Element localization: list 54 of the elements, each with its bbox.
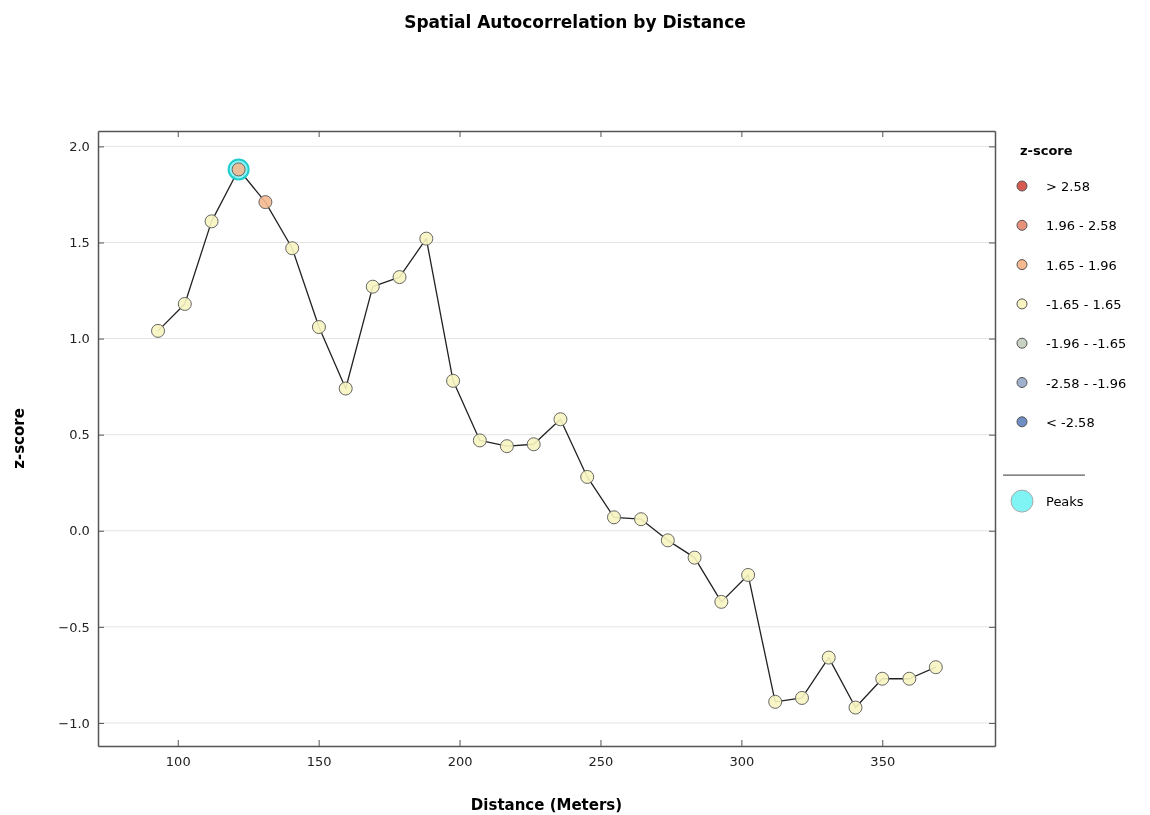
- point: [419, 231, 434, 246]
- y-tick-label: −1.0: [58, 715, 90, 731]
- chart-title: Spatial Autocorrelation by Distance: [404, 12, 746, 32]
- x-tick-label: 100: [165, 753, 191, 769]
- point: [794, 690, 809, 705]
- x-tick-label: 300: [729, 753, 755, 769]
- x-tick-label: 250: [588, 753, 614, 769]
- point: [553, 412, 568, 427]
- point: [177, 296, 192, 311]
- y-axis-title: z-score: [10, 408, 28, 469]
- legend-label: 1.65 - 1.96: [1046, 257, 1117, 273]
- point: [741, 567, 756, 582]
- legend-label: -1.65 - 1.65: [1046, 296, 1122, 312]
- point: [848, 700, 863, 715]
- point: [660, 533, 675, 548]
- x-tick-label: 350: [870, 753, 896, 769]
- point: [875, 671, 890, 686]
- point: [338, 381, 353, 396]
- point: [526, 437, 541, 452]
- point: [687, 550, 702, 565]
- point: [472, 433, 487, 448]
- y-tick-label: 1.0: [69, 331, 90, 347]
- x-tick-label: 150: [306, 753, 332, 769]
- legend-title: z-score: [1020, 143, 1073, 158]
- point: [606, 510, 621, 525]
- point: [311, 320, 326, 335]
- legend-label: < -2.58: [1046, 414, 1095, 430]
- point: [151, 323, 166, 338]
- point: [446, 373, 461, 388]
- point: [634, 512, 649, 527]
- point: [714, 594, 729, 609]
- y-tick-label: 0.0: [69, 523, 90, 539]
- point: [285, 241, 300, 256]
- legend-label: -2.58 - -1.96: [1046, 375, 1127, 391]
- legend-label: -1.96 - -1.65: [1046, 336, 1127, 352]
- point: [258, 195, 273, 210]
- y-tick-label: 1.5: [69, 235, 90, 251]
- point: [821, 650, 836, 665]
- point: [902, 671, 917, 686]
- point: [928, 660, 943, 675]
- legend-label: 1.96 - 2.58: [1046, 218, 1117, 234]
- point: [768, 694, 783, 709]
- point: [580, 469, 595, 484]
- legend-label: Peaks: [1046, 494, 1084, 510]
- y-tick-label: 0.5: [69, 427, 90, 443]
- x-axis-title: Distance (Meters): [470, 796, 623, 814]
- y-tick-label: −0.5: [58, 619, 90, 635]
- point: [365, 279, 380, 294]
- legend-label: > 2.58: [1046, 179, 1090, 194]
- point: [392, 270, 407, 285]
- y-tick-label: 2.0: [69, 139, 90, 155]
- point: [499, 439, 514, 454]
- x-tick-label: 200: [447, 753, 473, 769]
- point: [204, 214, 219, 229]
